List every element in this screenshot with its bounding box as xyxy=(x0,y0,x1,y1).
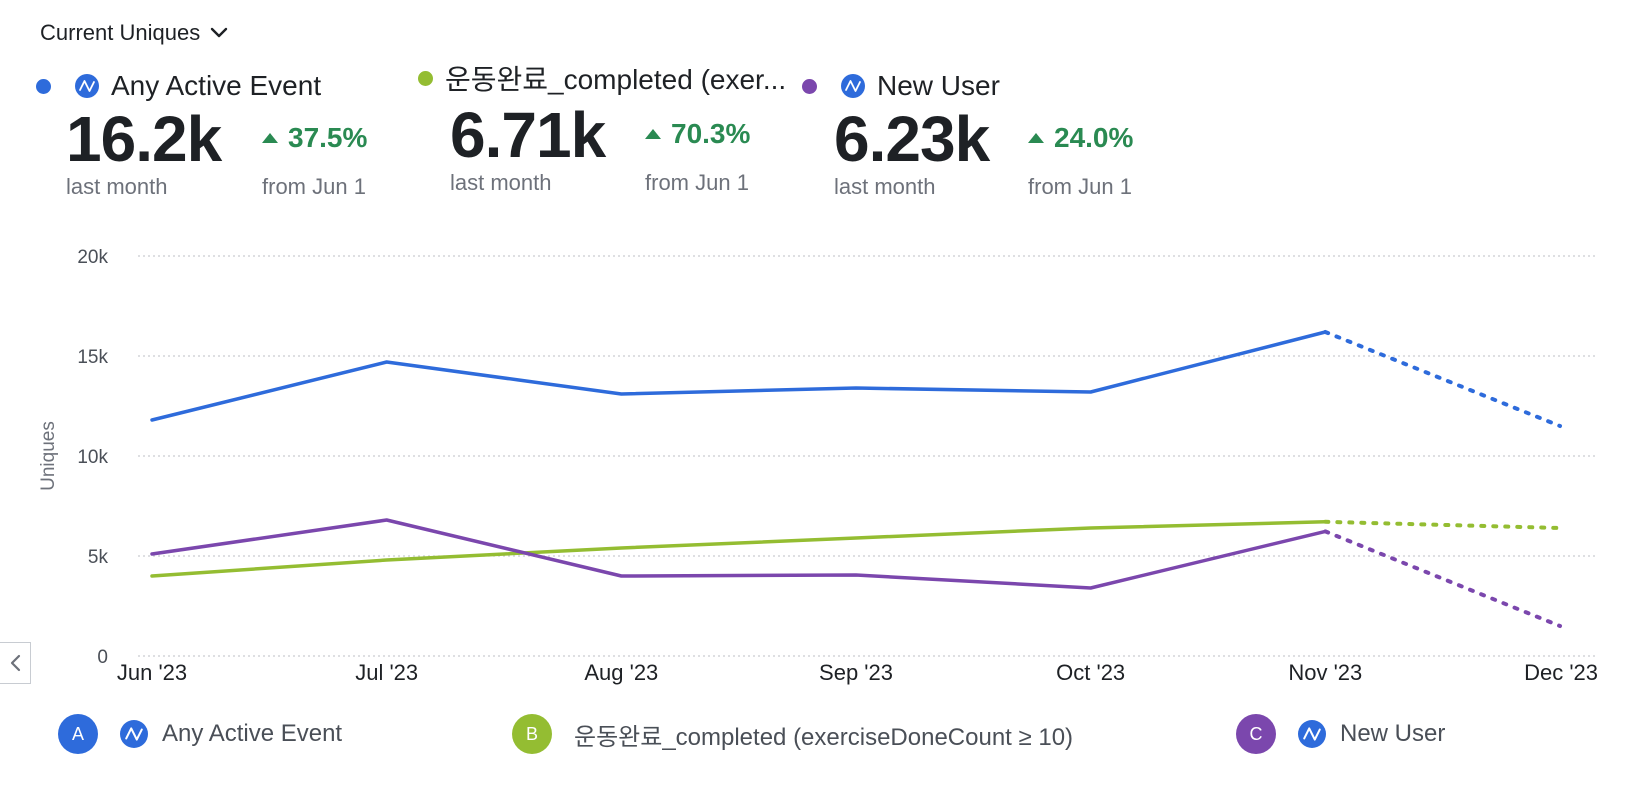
event-wave-icon xyxy=(841,74,865,98)
event-wave-icon xyxy=(75,74,99,98)
legend-item-b[interactable]: B 운동완료_completed (exerciseDoneCount ≥ 10… xyxy=(512,714,1073,754)
metric-selector-label: Current Uniques xyxy=(40,20,201,45)
line-chart[interactable]: 0 5k 10k 15k 20k Uniques Jun '23 Jul '23 Aug '23… xyxy=(0,230,1626,690)
up-arrow-icon xyxy=(645,129,661,139)
kpi-delta-value: 70.3% xyxy=(671,118,751,149)
kpi-card-any-active-event[interactable]: Any Active Event 16.2k last month 37.5% … xyxy=(36,70,406,212)
legend-label: Any Active Event xyxy=(162,720,343,747)
x-tick-label: Oct '23 xyxy=(1056,660,1125,685)
series-line xyxy=(150,520,1328,578)
series-color-dot xyxy=(36,78,51,94)
kpi-value: 16.2k xyxy=(66,103,222,175)
event-wave-icon xyxy=(120,720,148,748)
kpi-delta: 37.5% xyxy=(262,122,367,154)
legend-badge-a: A xyxy=(58,714,98,754)
chevron-down-icon xyxy=(210,27,228,38)
x-tick-label: Jun '23 xyxy=(117,660,187,685)
metric-selector-dropdown[interactable]: Current Uniques xyxy=(40,18,228,48)
legend-item-a[interactable]: A Any Active Event xyxy=(58,714,342,754)
legend-badge-b: B xyxy=(512,714,552,754)
kpi-name: 운동완료_completed (exer... xyxy=(445,64,787,95)
series-line xyxy=(150,518,1328,590)
legend-label: New User xyxy=(1340,720,1446,747)
up-arrow-icon xyxy=(262,133,278,143)
x-tick-label: Sep '23 xyxy=(819,660,893,685)
chevron-left-icon xyxy=(10,654,21,672)
legend-badge-c: C xyxy=(1236,714,1276,754)
kpi-period: last month xyxy=(450,170,552,195)
kpi-period: last month xyxy=(834,174,936,199)
legend-label: 운동완료_completed (exerciseDoneCount ≥ 10) xyxy=(574,723,1074,751)
x-tick-label: Aug '23 xyxy=(584,660,658,685)
y-tick-label: 10k xyxy=(77,447,108,468)
y-tick-label: 15k xyxy=(77,347,108,368)
x-tick-label: Nov '23 xyxy=(1288,660,1362,685)
series-line xyxy=(150,330,1328,422)
kpi-name: New User xyxy=(877,70,1000,101)
kpi-from-date: from Jun 1 xyxy=(262,174,366,199)
kpi-delta-value: 24.0% xyxy=(1054,122,1134,153)
kpi-value: 6.71k xyxy=(450,99,606,171)
kpi-value: 6.23k xyxy=(834,103,990,175)
series-color-dot xyxy=(418,70,433,86)
kpi-delta: 70.3% xyxy=(645,118,750,150)
kpi-card-new-user[interactable]: New User 6.23k last month 24.0% from Jun… xyxy=(802,70,1172,212)
kpi-from-date: from Jun 1 xyxy=(645,170,749,195)
y-tick-label: 20k xyxy=(77,247,108,268)
kpi-from-date: from Jun 1 xyxy=(1028,174,1132,199)
kpi-delta: 24.0% xyxy=(1028,122,1133,154)
series-projection-line xyxy=(1323,529,1562,628)
collapse-panel-button[interactable] xyxy=(0,642,31,684)
y-tick-label: 5k xyxy=(88,547,109,568)
legend-item-c[interactable]: C New User xyxy=(1236,714,1445,754)
kpi-period: last month xyxy=(66,174,168,199)
x-tick-label: Jul '23 xyxy=(355,660,418,685)
series-color-dot xyxy=(802,78,817,94)
kpi-delta-value: 37.5% xyxy=(288,122,368,153)
up-arrow-icon xyxy=(1028,133,1044,143)
series-projection-line xyxy=(1323,330,1562,428)
kpi-card-exercise-completed[interactable]: 운동완료_completed (exer... 6.71k last month… xyxy=(418,58,790,208)
y-axis-label: Uniques xyxy=(38,421,59,491)
x-tick-label: Dec '23 xyxy=(1524,660,1598,685)
event-wave-icon xyxy=(1298,720,1326,748)
series-projection-line xyxy=(1323,519,1562,530)
kpi-name: Any Active Event xyxy=(111,70,322,101)
y-tick-label: 0 xyxy=(97,647,108,668)
